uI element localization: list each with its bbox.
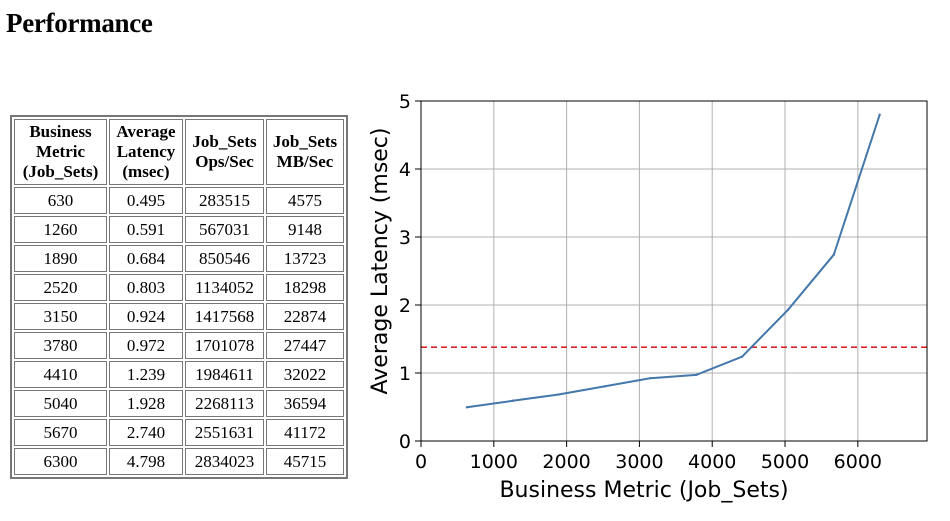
cell-ops-per-sec: 1984611 [185, 361, 264, 388]
header-average-latency: Average Latency (msec) [109, 119, 183, 185]
data-point [832, 253, 836, 256]
cell-average-latency: 4.798 [109, 448, 183, 475]
x-tick-label: 4000 [688, 451, 736, 473]
cell-mb-per-sec: 22874 [266, 303, 344, 330]
header-line: Job_Sets [192, 132, 257, 151]
cell-average-latency: 1.239 [109, 361, 183, 388]
x-tick-label: 3000 [615, 451, 663, 473]
cell-average-latency: 0.972 [109, 332, 183, 359]
cell-mb-per-sec: 13723 [266, 245, 344, 272]
header-line: Business [29, 122, 92, 141]
data-point [878, 113, 881, 116]
x-tick-label: 5000 [761, 451, 809, 473]
x-tick-label: 6000 [834, 451, 882, 473]
cell-mb-per-sec: 18298 [266, 274, 344, 301]
cell-mb-per-sec: 9148 [266, 216, 344, 243]
cell-mb-per-sec: 27447 [266, 332, 344, 359]
cell-average-latency: 0.684 [109, 245, 183, 272]
cell-mb-per-sec: 41172 [266, 419, 344, 446]
x-tick-label: 2000 [542, 451, 590, 473]
cell-business-metric: 1260 [14, 216, 107, 243]
data-point [786, 308, 790, 312]
cell-ops-per-sec: 283515 [185, 187, 264, 214]
cell-average-latency: 0.495 [109, 187, 183, 214]
cell-business-metric: 5040 [14, 390, 107, 417]
latency-series-line [466, 114, 881, 409]
y-tick-label: 3 [399, 227, 411, 249]
cell-business-metric: 3780 [14, 332, 107, 359]
header-line: Average [116, 122, 176, 141]
data-point [695, 373, 698, 377]
data-point [557, 393, 560, 396]
table-row: 3150 0.924 1417568 22874 [14, 303, 344, 330]
table-row: 5670 2.740 2551631 41172 [14, 419, 344, 446]
data-point [740, 355, 744, 358]
x-tick-label: 0 [415, 451, 427, 473]
cell-average-latency: 0.803 [109, 274, 183, 301]
table-row: 6300 4.798 2834023 45715 [14, 448, 344, 475]
cell-business-metric: 1890 [14, 245, 107, 272]
x-axis-label: Business Metric (Job_Sets) [499, 478, 788, 503]
header-line: Metric [35, 142, 86, 161]
cell-ops-per-sec: 2268113 [185, 390, 264, 417]
header-mb-per-sec: Job_Sets MB/Sec [266, 119, 344, 185]
table-row: 1890 0.684 850546 13723 [14, 245, 344, 272]
cell-business-metric: 4410 [14, 361, 107, 388]
cell-business-metric: 3150 [14, 303, 107, 330]
cell-mb-per-sec: 36594 [266, 390, 344, 417]
y-tick-label: 4 [399, 159, 411, 181]
x-tick-label: 1000 [470, 451, 518, 473]
cell-ops-per-sec: 1134052 [185, 274, 264, 301]
data-point [649, 376, 652, 380]
header-business-metric: Business Metric (Job_Sets) [14, 119, 107, 185]
header-line: Ops/Sec [195, 152, 254, 171]
cell-business-metric: 6300 [14, 448, 107, 475]
table-row: 630 0.495 283515 4575 [14, 187, 344, 214]
performance-table: Business Metric (Job_Sets) Average Laten… [10, 115, 348, 479]
header-line: Latency [116, 142, 176, 161]
header-line: (msec) [122, 162, 170, 181]
cell-ops-per-sec: 1701078 [185, 332, 264, 359]
cell-business-metric: 630 [14, 187, 107, 214]
cell-mb-per-sec: 4575 [266, 187, 344, 214]
cell-mb-per-sec: 45715 [266, 448, 344, 475]
y-axis-label: Average Latency (msec) [368, 128, 393, 395]
cell-average-latency: 2.740 [109, 419, 183, 446]
latency-line-chart: 0 1000 2000 3000 4000 5000 6000 0 1 2 3 4 5 Business … [368, 91, 928, 503]
table-row: 4410 1.239 1984611 32022 [14, 361, 344, 388]
table-row: 2520 0.803 1134052 18298 [14, 274, 344, 301]
cell-average-latency: 1.928 [109, 390, 183, 417]
table-row: 3780 0.972 1701078 27447 [14, 332, 344, 359]
data-point [603, 385, 606, 388]
table-row: 5040 1.928 2268113 36594 [14, 390, 344, 417]
cell-ops-per-sec: 2834023 [185, 448, 264, 475]
y-tick-label: 0 [399, 431, 411, 453]
y-tick-label: 5 [399, 91, 411, 113]
y-tick-label: 1 [399, 363, 411, 385]
plot-frame [420, 100, 928, 442]
cell-average-latency: 0.924 [109, 303, 183, 330]
y-tick-label: 2 [399, 295, 411, 317]
cell-business-metric: 5670 [14, 419, 107, 446]
cell-ops-per-sec: 567031 [185, 216, 264, 243]
data-point [465, 406, 469, 409]
header-line: Job_Sets [272, 132, 338, 151]
page-title: Performance [6, 8, 153, 38]
cell-mb-per-sec: 32022 [266, 361, 344, 388]
header-ops-per-sec: Job_Sets Ops/Sec [185, 119, 264, 185]
cell-average-latency: 0.591 [109, 216, 183, 243]
header-line: MB/Sec [276, 152, 334, 171]
cell-ops-per-sec: 2551631 [185, 419, 264, 446]
table-header-row: Business Metric (Job_Sets) Average Laten… [14, 119, 344, 185]
cell-ops-per-sec: 850546 [185, 245, 264, 272]
header-line: (Job_Sets) [22, 162, 99, 181]
data-point [511, 399, 514, 403]
cell-ops-per-sec: 1417568 [185, 303, 264, 330]
cell-business-metric: 2520 [14, 274, 107, 301]
table-row: 1260 0.591 567031 9148 [14, 216, 344, 243]
